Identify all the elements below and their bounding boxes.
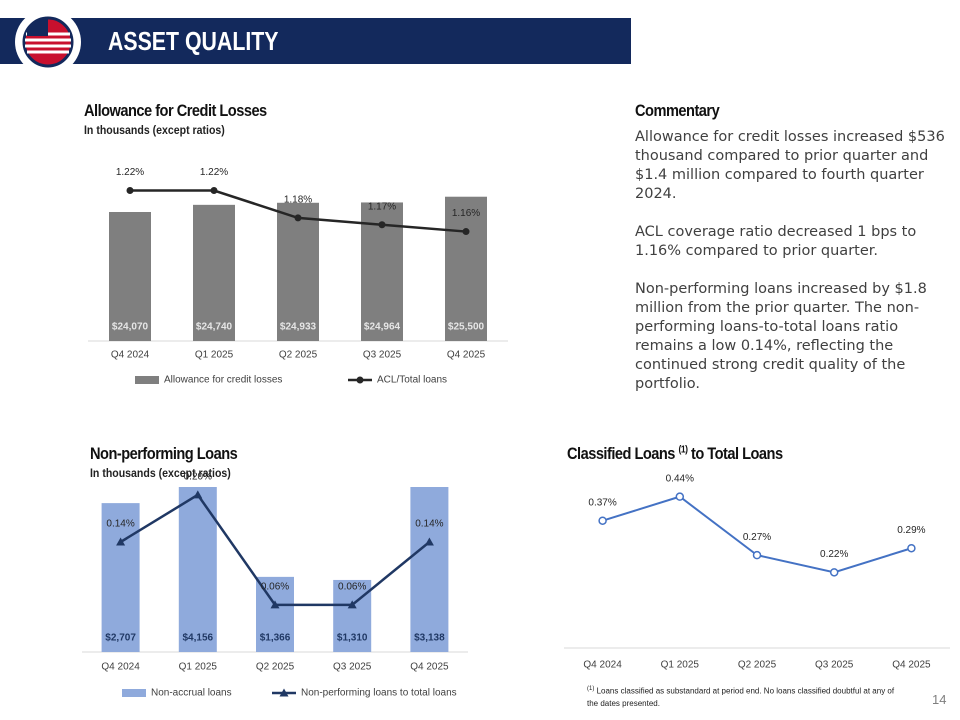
paragraph: ACL coverage ratio decreased 1 bps to 1.… (635, 224, 917, 259)
line-value-label: 0.20% (184, 471, 212, 482)
line-point (752, 550, 762, 560)
line-value-label: 0.06% (338, 581, 366, 592)
x-tick-label: Q4 2025 (447, 350, 486, 361)
bar-value-label: $24,070 (112, 322, 149, 333)
line-value-label: 0.14% (415, 519, 443, 530)
chart-title: Allowance for Credit Losses (84, 101, 267, 120)
line-value-label: 0.37% (588, 497, 616, 508)
line-value-label: 0.44% (666, 473, 694, 484)
line-point (424, 537, 434, 546)
footnote: (1) Loans classified as substandard at p… (587, 683, 907, 710)
line-value-label: 1.16% (452, 208, 480, 219)
chart-title-end: to Total Loans (690, 444, 783, 463)
x-tick-label: Q4 2024 (101, 662, 140, 673)
bar-value-label: $25,500 (448, 322, 485, 333)
bar (333, 579, 372, 652)
title-marker: (1) (678, 444, 688, 456)
legend-swatch (135, 376, 159, 384)
x-tick-label: Q2 2025 (279, 350, 318, 361)
x-tick-label: Q4 2025 (892, 660, 931, 671)
chart-title-block: Classified Loans (1) to Total Loans (567, 444, 783, 464)
bar-value-label: $1,366 (260, 633, 291, 644)
paragraph: Non-performing loans increased by $1.8 m… (635, 281, 927, 392)
header-band (0, 18, 631, 64)
bar (193, 204, 235, 341)
line-value-label: 0.27% (743, 532, 771, 543)
footnote-text: Loans classified as substandard at perio… (587, 686, 895, 708)
line-point (270, 600, 280, 609)
legend-swatch (122, 689, 146, 697)
line-point (675, 492, 685, 501)
line-point (126, 187, 134, 195)
page-number: 14 (932, 692, 947, 707)
bar (445, 196, 487, 341)
line-point (294, 214, 302, 222)
chart-title: Non-performing Loans (90, 444, 238, 463)
line-value-label: 1.18% (284, 195, 312, 206)
bar (256, 576, 294, 652)
legend-label: ACL/Total loans (377, 375, 447, 386)
line-point (907, 543, 916, 553)
line-point (210, 187, 218, 195)
commentary-title: Commentary (635, 101, 720, 120)
x-tick-label: Q3 2025 (363, 350, 402, 361)
bar-value-label: $24,964 (364, 322, 401, 333)
line-value-label: 0.14% (106, 519, 134, 530)
line-value-label: 1.22% (116, 167, 144, 178)
line-value-label: 0.06% (261, 581, 289, 592)
line-point (116, 537, 126, 546)
bar (410, 487, 449, 652)
commentary: Allowance for credit losses increased $5… (635, 128, 955, 413)
legend-label: Non-accrual loans (151, 688, 232, 699)
footnote-marker: (1) (587, 686, 595, 692)
bar (101, 503, 140, 652)
line-point (829, 568, 839, 577)
line-point (598, 516, 607, 525)
x-tick-label: Q1 2025 (179, 662, 218, 673)
bar-value-label: $24,933 (280, 322, 317, 333)
bar (109, 212, 151, 341)
x-tick-label: Q4 2025 (410, 662, 449, 673)
x-tick-label: Q4 2024 (583, 660, 622, 671)
legend-label: Non-performing loans to total loans (301, 688, 457, 699)
bar-value-label: $24,740 (196, 322, 233, 333)
line-point (378, 221, 386, 229)
line-value-label: 0.29% (897, 525, 925, 536)
bar-value-label: $4,156 (183, 633, 214, 644)
chart-subtitle: In thousands (except ratios) (90, 466, 231, 480)
bar (277, 202, 319, 341)
x-tick-label: Q4 2024 (111, 350, 150, 361)
chart-subtitle: In thousands (except ratios) (84, 123, 225, 137)
bar-value-label: $3,138 (414, 633, 445, 644)
x-tick-label: Q1 2025 (661, 660, 700, 671)
line-point (462, 228, 470, 236)
bar-value-label: $2,707 (105, 633, 136, 644)
line-value-label: 0.22% (820, 549, 848, 560)
line-point (347, 600, 357, 609)
x-tick-label: Q2 2025 (256, 662, 295, 673)
line-value-label: 1.22% (200, 167, 228, 178)
x-tick-label: Q1 2025 (195, 350, 234, 361)
x-tick-label: Q2 2025 (738, 660, 777, 671)
x-tick-label: Q3 2025 (815, 660, 854, 671)
chart-title: Classified Loans (567, 444, 675, 463)
paragraph: Allowance for credit losses increased $5… (635, 129, 945, 202)
legend-label: Allowance for credit losses (164, 375, 282, 386)
line-point (279, 688, 289, 697)
line-point (193, 490, 203, 499)
x-tick-label: Q3 2025 (333, 662, 372, 673)
header-title: ASSET QUALITY (108, 27, 279, 57)
bar-value-label: $1,310 (337, 633, 368, 644)
line-point (356, 376, 364, 384)
logo-canton (27, 18, 48, 36)
line-value-label: 1.17% (368, 201, 396, 212)
